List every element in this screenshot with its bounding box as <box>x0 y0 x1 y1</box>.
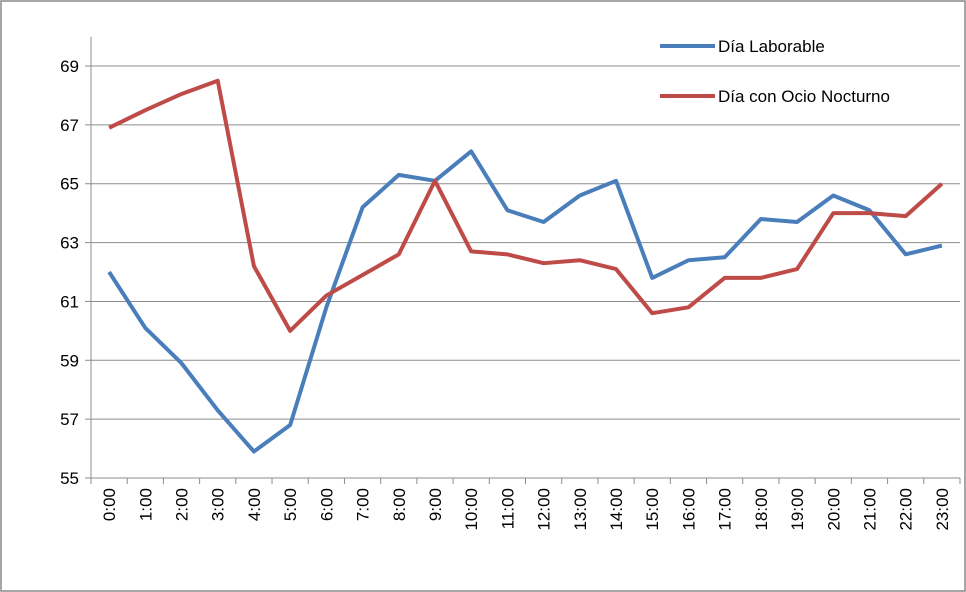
x-tick-label: 11:00 <box>498 488 517 529</box>
y-tick-label: 57 <box>60 410 79 429</box>
x-tick-label: 5:00 <box>281 488 300 521</box>
x-tick-label: 10:00 <box>462 488 481 531</box>
line-series <box>108 78 944 333</box>
legend-label: Día Laborable <box>718 37 825 56</box>
x-tick-label: 7:00 <box>354 488 373 521</box>
legend-label: Día con Ocio Nocturno <box>718 87 890 106</box>
y-tick-label: 61 <box>60 292 79 311</box>
x-tick-label: 12:00 <box>535 488 554 531</box>
x-tick-label: 14:00 <box>607 488 626 531</box>
x-tick-label: 3:00 <box>209 488 228 521</box>
x-tick-label: 0:00 <box>100 488 119 521</box>
x-tick-label: 22:00 <box>897 488 916 531</box>
x-tick-label: 20:00 <box>824 488 843 531</box>
x-tick-label: 8:00 <box>390 488 409 521</box>
y-tick-label: 65 <box>60 175 79 194</box>
x-tick-label: 15:00 <box>643 488 662 531</box>
x-tick-label: 6:00 <box>317 488 336 521</box>
x-tick-label: 21:00 <box>860 488 879 531</box>
x-tick-label: 1:00 <box>136 488 155 521</box>
y-tick-label: 63 <box>60 234 79 253</box>
x-tick-label: 23:00 <box>933 488 952 531</box>
x-tick-label: 4:00 <box>245 488 264 521</box>
x-tick-label: 2:00 <box>173 488 192 521</box>
x-tick-label: 16:00 <box>679 488 698 531</box>
line-series <box>107 149 943 454</box>
x-tick-label: 19:00 <box>788 488 807 531</box>
y-tick-label: 59 <box>60 351 79 370</box>
x-tick-label: 17:00 <box>716 488 735 531</box>
x-tick-label: 13:00 <box>571 488 590 531</box>
y-tick-label: 55 <box>60 469 79 488</box>
x-tick-label: 18:00 <box>752 488 771 531</box>
y-tick-label: 69 <box>60 57 79 76</box>
x-tick-label: 9:00 <box>426 488 445 521</box>
y-tick-label: 67 <box>60 116 79 135</box>
